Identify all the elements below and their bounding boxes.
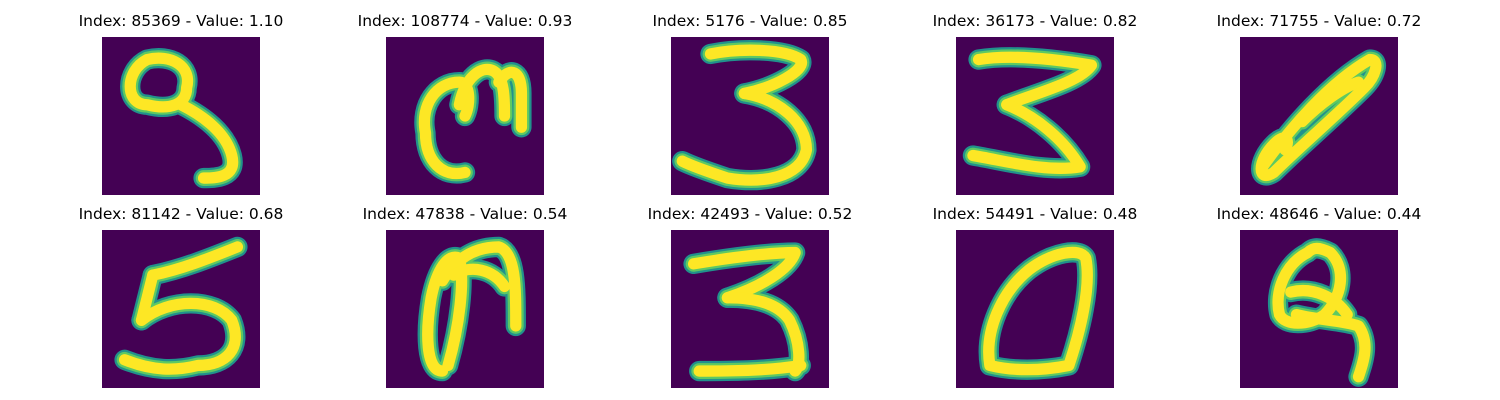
sample-title: Index: 81142 - Value: 0.68 <box>78 205 284 223</box>
digit-image <box>671 37 829 195</box>
sample-panel: Index: 5176 - Value: 0.85 <box>608 11 892 201</box>
digit-image <box>956 230 1114 388</box>
sample-title: Index: 47838 - Value: 0.54 <box>362 205 568 223</box>
sample-panel: Index: 42493 - Value: 0.52 <box>608 204 892 394</box>
digit-image <box>1240 37 1398 195</box>
digit-image <box>386 37 544 195</box>
sample-panel: Index: 47838 - Value: 0.54 <box>323 204 607 394</box>
sample-panel: Index: 36173 - Value: 0.82 <box>893 11 1177 201</box>
sample-title: Index: 108774 - Value: 0.93 <box>357 12 573 30</box>
sample-panel: Index: 85369 - Value: 1.10 <box>39 11 323 201</box>
sample-title: Index: 85369 - Value: 1.10 <box>78 12 284 30</box>
digit-image <box>102 37 260 195</box>
digit-image <box>386 230 544 388</box>
sample-title: Index: 54491 - Value: 0.48 <box>932 205 1138 223</box>
sample-panel: Index: 48646 - Value: 0.44 <box>1177 204 1461 394</box>
sample-panel: Index: 81142 - Value: 0.68 <box>39 204 323 394</box>
sample-title: Index: 48646 - Value: 0.44 <box>1216 205 1422 223</box>
sample-title: Index: 42493 - Value: 0.52 <box>647 205 853 223</box>
sample-panel: Index: 71755 - Value: 0.72 <box>1177 11 1461 201</box>
sample-title: Index: 5176 - Value: 0.85 <box>652 12 848 30</box>
digit-image <box>1240 230 1398 388</box>
sample-title: Index: 36173 - Value: 0.82 <box>932 12 1138 30</box>
sample-panel: Index: 54491 - Value: 0.48 <box>893 204 1177 394</box>
sample-panel: Index: 108774 - Value: 0.93 <box>323 11 607 201</box>
digit-image <box>671 230 829 388</box>
sample-title: Index: 71755 - Value: 0.72 <box>1216 12 1422 30</box>
digit-image <box>956 37 1114 195</box>
digit-image <box>102 230 260 388</box>
